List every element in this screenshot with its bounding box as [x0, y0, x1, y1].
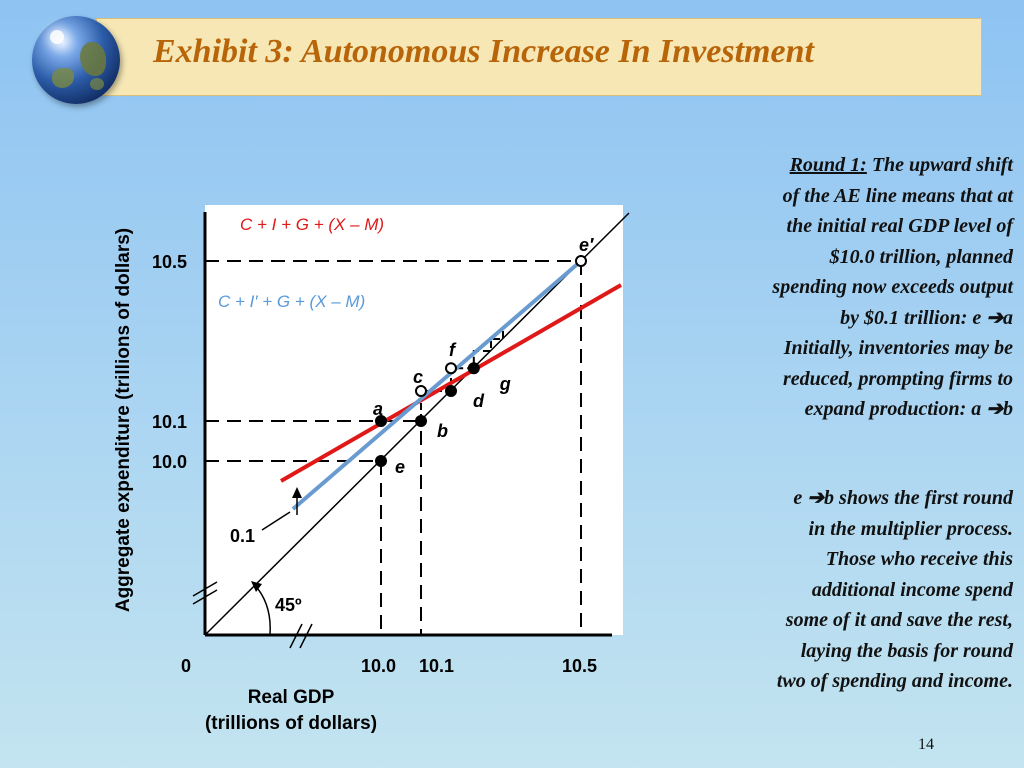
- series-label-ae: C + I + G + (X – M): [240, 215, 384, 234]
- globe-icon: [32, 16, 120, 104]
- point-label-e′: e′: [579, 235, 594, 255]
- text-line: expand production: a ➔b: [804, 398, 1013, 420]
- text-line: the initial real GDP level of: [786, 215, 1013, 237]
- round-one-text: Round 1: The upward shift of the AE line …: [693, 150, 1013, 425]
- series-line-ae-shifted: [291, 259, 583, 511]
- y-axis-title: Aggregate expenditure (trillions of doll…: [113, 228, 134, 612]
- y-tick-label: 10.5: [152, 252, 187, 272]
- text-line: laying the basis for round: [800, 639, 1013, 662]
- point-f: [445, 362, 457, 375]
- text-line: in the multiplier process.: [808, 517, 1013, 540]
- text-line: reduced, prompting firms to: [782, 367, 1013, 390]
- point-label-a: a: [373, 399, 383, 419]
- origin-label: 0: [181, 656, 191, 676]
- text-line: two of spending and income.: [776, 670, 1013, 692]
- x-axis-break-mark: [299, 623, 313, 649]
- point-a: [375, 415, 387, 427]
- x-axis-title: Real GDP: [248, 687, 335, 708]
- text-line: $10.0 trillion, planned: [829, 245, 1013, 268]
- y-tick-label: 10.1: [152, 412, 187, 432]
- x-axis-subtitle: (trillions of dollars): [205, 713, 377, 734]
- text-line: Initially, inventories may be: [783, 337, 1013, 359]
- point-b: [415, 415, 427, 427]
- title-band: Exhibit 3: Autonomous Increase In Invest…: [96, 18, 982, 96]
- x-tick-label: 10.1: [419, 656, 454, 676]
- text-line: additional income spend: [811, 578, 1013, 601]
- text-line: spending now exceeds output: [772, 276, 1013, 298]
- text-line: of the AE line means that at: [782, 184, 1013, 207]
- point-label-d: d: [473, 391, 485, 411]
- point-label-f: f: [449, 340, 457, 360]
- shift-leader: [261, 511, 291, 531]
- series-line-ae: [280, 283, 622, 483]
- angle-arc-head: [251, 581, 262, 592]
- x-tick-label: 10.0: [361, 656, 396, 676]
- page-number: 14: [918, 736, 934, 753]
- point-g: [467, 362, 480, 375]
- text-line: Those who receive this: [825, 548, 1013, 570]
- angle-label: 45º: [275, 595, 302, 615]
- point-c: [415, 385, 427, 397]
- point-e′: [575, 255, 587, 267]
- multiplier-text: e ➔b shows the first round in the multipl…: [693, 483, 1013, 697]
- shift-arrow-head: [292, 487, 302, 498]
- x-axis-break-mark: [289, 623, 303, 649]
- text-line: some of it and save the rest,: [785, 609, 1013, 631]
- point-label-e: e: [395, 457, 405, 477]
- shift-label: 0.1: [230, 526, 255, 546]
- y-axis-break-mark: [192, 589, 218, 605]
- y-tick-label: 10.0: [152, 452, 187, 472]
- text-line: Round 1: The upward shift: [789, 154, 1013, 176]
- point-d: [445, 385, 457, 397]
- text-line: e ➔b shows the first round: [793, 487, 1013, 509]
- point-label-b: b: [437, 421, 448, 441]
- round-label: Round 1:: [789, 154, 867, 176]
- x-tick-label: 10.5: [562, 656, 597, 676]
- text-line: by $0.1 trillion: e ➔a: [840, 306, 1013, 329]
- point-label-g: g: [499, 374, 511, 394]
- y-axis-break-mark: [192, 581, 218, 597]
- point-label-c: c: [413, 367, 423, 387]
- series-label-ae-shifted: C + I′ + G + (X – M): [218, 292, 365, 311]
- slide-title: Exhibit 3: Autonomous Increase In Invest…: [153, 33, 814, 70]
- point-e: [375, 455, 387, 467]
